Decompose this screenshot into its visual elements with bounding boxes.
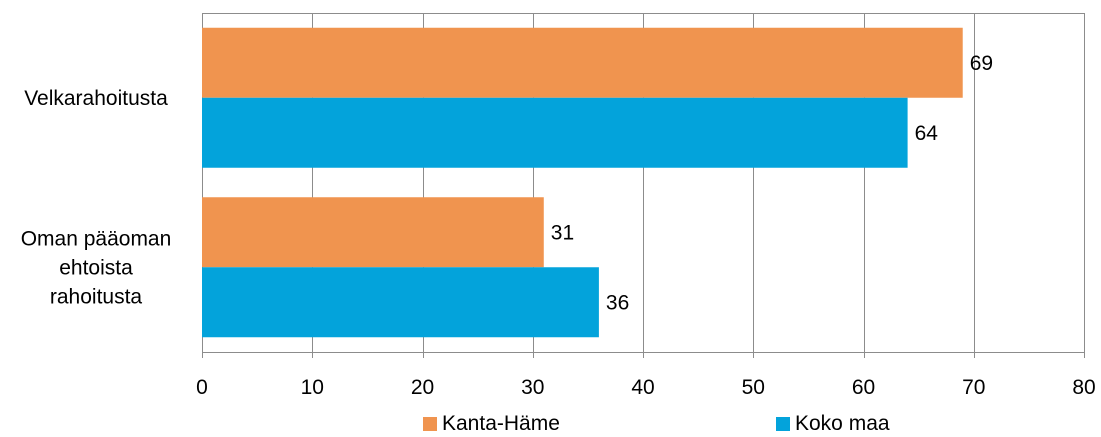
- category-label: Oman pääoman ehtoista rahoitusta: [21, 227, 172, 308]
- data-label: 69: [970, 52, 993, 75]
- x-tick-label: 10: [301, 376, 324, 399]
- x-tick-label: 50: [742, 376, 765, 399]
- bar: [202, 197, 544, 268]
- x-axis-tick-labels: 0 10 20 30 40 50 60 70 80: [196, 376, 1096, 399]
- x-tick-label: 20: [411, 376, 434, 399]
- legend-swatch-kanta-hame: [423, 416, 437, 431]
- x-tick-label: 40: [631, 376, 654, 399]
- legend: Kanta-Häme Koko maa: [0, 410, 1101, 437]
- bars: [202, 27, 963, 338]
- data-labels: 69 64 31 36: [551, 52, 993, 315]
- bar-chart: 69 64 31 36 Velkarahoitusta Oman pääoman ehto…: [21, 13, 1096, 399]
- legend-item-koko-maa: Koko maa: [776, 410, 890, 437]
- x-tick-label: 80: [1072, 376, 1095, 399]
- bar: [202, 27, 963, 98]
- x-tick-label: 60: [852, 376, 875, 399]
- bar: [202, 267, 599, 338]
- category-label: Velkarahoitusta: [24, 87, 168, 110]
- legend-label-kanta-hame: Kanta-Häme: [442, 412, 560, 435]
- x-tick-label: 30: [521, 376, 544, 399]
- x-tick-label: 0: [196, 376, 208, 399]
- x-tick-label: 70: [962, 376, 985, 399]
- data-label: 36: [606, 291, 629, 314]
- legend-item-kanta-hame: Kanta-Häme: [423, 410, 560, 437]
- data-label: 64: [915, 122, 939, 145]
- legend-label-koko-maa: Koko maa: [795, 412, 890, 435]
- category-labels: Velkarahoitusta Oman pääoman ehtoista rahoi…: [21, 87, 172, 309]
- bar: [202, 97, 908, 168]
- legend-swatch-koko-maa: [776, 416, 790, 431]
- data-label: 31: [551, 221, 574, 244]
